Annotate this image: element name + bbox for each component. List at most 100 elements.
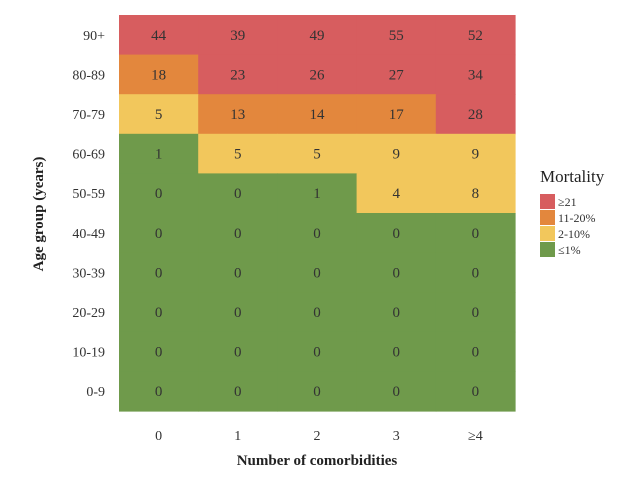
heatmap-cell <box>435 252 516 293</box>
heatmap-cell-value: 34 <box>468 67 484 83</box>
y-tick-label: 50-59 <box>72 187 105 202</box>
heatmap-cell <box>198 133 278 174</box>
heatmap-cell-value: 55 <box>389 28 404 44</box>
heatmap-cell <box>356 173 437 214</box>
heatmap-cell-value: 0 <box>472 305 480 321</box>
heatmap-cell-value: 0 <box>234 305 242 321</box>
heatmap-cell-value: 0 <box>472 226 480 242</box>
y-axis-title: Age group (years) <box>31 157 47 272</box>
heatmap-cell-value: 0 <box>313 226 321 242</box>
heatmap-cell <box>435 371 516 412</box>
y-tick-label: 20-29 <box>72 306 105 321</box>
heatmap-cell-value: 1 <box>155 147 163 163</box>
heatmap-cell-value: 1 <box>313 186 321 202</box>
legend-swatch <box>540 242 555 257</box>
heatmap-cell <box>277 292 358 333</box>
heatmap-cell <box>356 213 437 254</box>
heatmap-cell <box>356 133 437 174</box>
y-tick-label: 70-79 <box>72 108 105 123</box>
heatmap-cell-value: 0 <box>155 186 163 202</box>
heatmap-cell-value: 0 <box>234 384 242 400</box>
heatmap-cell-value: 0 <box>472 265 480 281</box>
heatmap-cell-value: 5 <box>234 147 242 163</box>
heatmap-cell-value: 0 <box>234 265 242 281</box>
heatmap-cell-value: 0 <box>155 305 163 321</box>
legend-label: ≥21 <box>558 195 577 209</box>
heatmap-cell-value: 23 <box>230 67 245 83</box>
heatmap-cell <box>435 94 516 135</box>
legend-label: ≤1% <box>558 243 581 257</box>
y-tick-label: 40-49 <box>72 227 105 242</box>
heatmap-cell <box>277 371 358 412</box>
heatmap-cell <box>277 331 358 372</box>
heatmap-cell-value: 9 <box>472 147 480 163</box>
heatmap-cell-value: 0 <box>313 345 321 361</box>
heatmap-cell <box>198 331 278 372</box>
heatmap-cell-value: 0 <box>392 384 400 400</box>
y-tick-label: 90+ <box>83 29 105 44</box>
heatmap-cell <box>435 292 516 333</box>
heatmap-cell-value: 8 <box>472 186 480 202</box>
heatmap-cell-value: 14 <box>310 107 326 123</box>
heatmap-cell <box>356 331 437 372</box>
x-tick-label: ≥4 <box>468 429 483 444</box>
legend-label: 2-10% <box>558 227 590 241</box>
y-tick-label: 80-89 <box>72 68 105 83</box>
heatmap-cell <box>435 54 516 95</box>
heatmap-cell-value: 9 <box>392 147 400 163</box>
y-tick-label: 30-39 <box>72 266 105 281</box>
legend-swatch <box>540 194 555 209</box>
heatmap-cell-value: 13 <box>230 107 245 123</box>
heatmap-cell <box>119 252 199 293</box>
heatmap-cell <box>356 252 437 293</box>
heatmap-cell <box>277 213 358 254</box>
legend-title: Mortality <box>540 167 605 186</box>
heatmap-cell <box>277 252 358 293</box>
heatmap-cell-value: 4 <box>392 186 400 202</box>
heatmap-cell <box>356 371 437 412</box>
heatmap-cell <box>435 331 516 372</box>
heatmap-cell-value: 18 <box>151 67 166 83</box>
x-tick-label: 1 <box>234 429 241 444</box>
heatmap-cell-value: 0 <box>392 305 400 321</box>
heatmap-cell <box>435 133 516 174</box>
heatmap-cell <box>356 292 437 333</box>
heatmap-cell-value: 0 <box>234 345 242 361</box>
heatmap-cell <box>277 133 358 174</box>
heatmap-cell-value: 0 <box>234 226 242 242</box>
heatmap-cell-value: 0 <box>472 345 480 361</box>
heatmap-cell <box>119 173 199 214</box>
heatmap-cell <box>356 94 437 135</box>
heatmap-cell-value: 27 <box>389 67 405 83</box>
heatmap-cell <box>435 213 516 254</box>
heatmap-cells <box>119 15 516 412</box>
heatmap-cell <box>435 15 516 56</box>
heatmap-cell <box>277 94 358 135</box>
heatmap-cell <box>277 15 358 56</box>
heatmap-cell <box>435 173 516 214</box>
heatmap-cell-value: 44 <box>151 28 167 44</box>
heatmap-cell-value: 0 <box>472 384 480 400</box>
heatmap-cell-value: 0 <box>313 305 321 321</box>
heatmap-cell <box>356 54 437 95</box>
heatmap-cell-value: 0 <box>313 265 321 281</box>
x-axis-ticks: 0 1 2 3 ≥4 <box>155 429 483 444</box>
y-tick-label: 10-19 <box>72 346 105 361</box>
heatmap-cell <box>198 94 278 135</box>
heatmap-cell <box>198 371 278 412</box>
heatmap-cell <box>277 173 358 214</box>
heatmap-cell-value: 39 <box>230 28 245 44</box>
heatmap-cell-value: 52 <box>468 28 483 44</box>
heatmap-cell <box>119 371 199 412</box>
x-tick-label: 0 <box>155 429 162 444</box>
heatmap-cell-value: 28 <box>468 107 483 123</box>
heatmap-cell <box>198 15 278 56</box>
heatmap-cell-value: 26 <box>310 67 326 83</box>
heatmap-cell-value: 0 <box>155 384 163 400</box>
heatmap-cell <box>198 213 278 254</box>
legend: ≥21 11-20% 2-10% ≤1% <box>540 194 596 257</box>
heatmap-cell <box>119 94 199 135</box>
heatmap-cell <box>198 54 278 95</box>
